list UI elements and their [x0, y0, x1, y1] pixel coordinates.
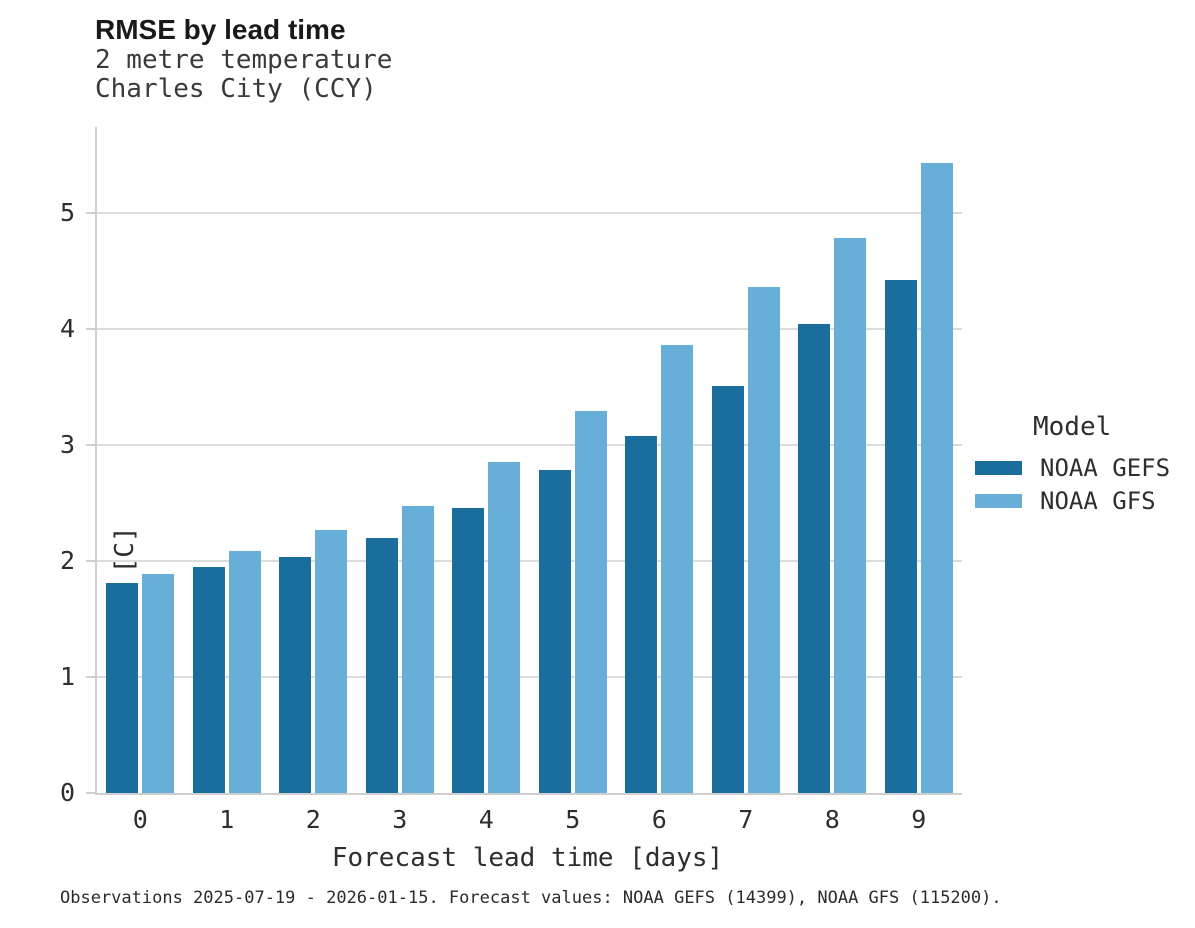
y-tick-mark-0 — [86, 792, 95, 794]
legend: Model NOAA GEFS NOAA GFS — [975, 412, 1170, 517]
legend-title: Model — [1033, 412, 1112, 442]
bar-noaa-gfs-day-4 — [488, 462, 521, 793]
bar-noaa-gfs-day-7 — [747, 287, 780, 793]
bar-group-day-6 — [616, 127, 703, 793]
y-tick-mark-3 — [86, 444, 95, 446]
bar-noaa-gefs-day-0 — [106, 583, 139, 793]
bar-noaa-gefs-day-1 — [192, 567, 225, 793]
x-tick-label-2: 2 — [305, 805, 321, 834]
bar-group-day-5 — [530, 127, 617, 793]
legend-label-noaa-gfs: NOAA GFS — [1040, 486, 1156, 515]
x-tick-label-5: 5 — [565, 805, 581, 834]
bar-group-day-4 — [443, 127, 530, 793]
gridline-y-2 — [97, 560, 962, 562]
x-tick-label-8: 8 — [824, 805, 840, 834]
x-tick-label-1: 1 — [219, 805, 235, 834]
y-tick-mark-4 — [86, 328, 95, 330]
bar-noaa-gfs-day-1 — [228, 551, 261, 793]
bars-layer — [97, 127, 962, 793]
y-tick-label-2: 2 — [59, 546, 75, 575]
bar-noaa-gfs-day-3 — [401, 506, 434, 793]
y-tick-mark-2 — [86, 560, 95, 562]
gridline-y-4 — [97, 328, 962, 330]
bar-noaa-gefs-day-5 — [538, 470, 571, 793]
gridline-y-3 — [97, 444, 962, 446]
x-axis-title: Forecast lead time [days] — [331, 843, 724, 873]
x-tick-label-7: 7 — [738, 805, 754, 834]
bar-noaa-gefs-day-7 — [711, 386, 744, 793]
bar-group-day-0 — [97, 127, 184, 793]
x-tick-label-3: 3 — [392, 805, 408, 834]
legend-label-noaa-gefs: NOAA GEFS — [1040, 453, 1171, 482]
bar-noaa-gefs-day-3 — [365, 538, 398, 793]
y-tick-label-5: 5 — [59, 198, 75, 227]
gridline-y-5 — [97, 212, 962, 214]
y-tick-label-1: 1 — [59, 662, 75, 691]
y-tick-label-3: 3 — [59, 430, 75, 459]
chart-header: RMSE by lead time 2 metre temperature Ch… — [95, 14, 392, 104]
bar-noaa-gefs-day-2 — [279, 557, 312, 793]
x-tick-label-6: 6 — [651, 805, 667, 834]
x-tick-label-0: 0 — [132, 805, 148, 834]
bar-group-day-9 — [876, 127, 963, 793]
legend-row-noaa-gfs: NOAA GFS — [975, 484, 1170, 517]
y-tick-label-0: 0 — [59, 778, 75, 807]
bar-noaa-gfs-day-6 — [661, 345, 694, 793]
bar-noaa-gefs-day-4 — [452, 508, 485, 793]
bar-noaa-gfs-day-8 — [834, 238, 867, 793]
caption: Observations 2025-07-19 - 2026-01-15. Fo… — [60, 888, 1002, 908]
bar-group-day-7 — [703, 127, 790, 793]
y-tick-label-4: 4 — [59, 314, 75, 343]
bar-noaa-gefs-day-8 — [798, 324, 831, 793]
bar-noaa-gfs-day-0 — [142, 574, 175, 793]
bar-noaa-gfs-day-9 — [920, 163, 953, 793]
bar-noaa-gfs-day-2 — [315, 530, 348, 793]
legend-swatch-noaa-gfs — [975, 493, 1022, 508]
bar-group-day-1 — [184, 127, 271, 793]
legend-row-noaa-gefs: NOAA GEFS — [975, 451, 1170, 484]
y-tick-mark-1 — [86, 676, 95, 678]
x-tick-label-4: 4 — [478, 805, 494, 834]
bar-noaa-gefs-day-9 — [884, 280, 917, 793]
chart-subtitle-station: Charles City (CCY) — [95, 74, 377, 104]
bar-group-day-3 — [357, 127, 444, 793]
chart-title: RMSE by lead time — [95, 14, 346, 45]
x-tick-label-9: 9 — [911, 805, 927, 834]
gridline-y-1 — [97, 676, 962, 678]
bar-noaa-gefs-day-6 — [625, 436, 658, 793]
bar-group-day-2 — [270, 127, 357, 793]
chart-subtitle-variable: 2 metre temperature — [95, 45, 393, 75]
bar-group-day-8 — [789, 127, 876, 793]
legend-swatch-noaa-gefs — [975, 460, 1022, 475]
y-tick-mark-5 — [86, 212, 95, 214]
bar-noaa-gfs-day-5 — [574, 411, 607, 793]
